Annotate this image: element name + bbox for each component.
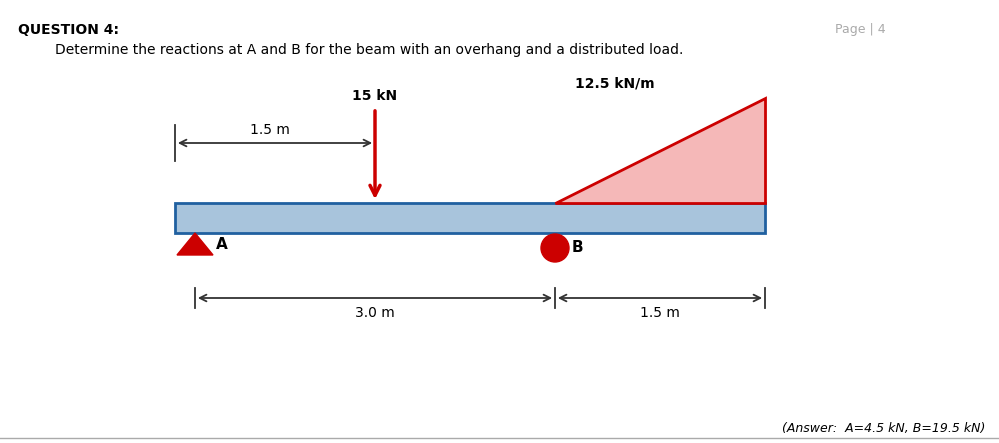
Polygon shape — [555, 98, 765, 203]
Text: QUESTION 4:: QUESTION 4: — [18, 23, 119, 37]
Text: (Answer:  A=4.5 kN, B=19.5 kN): (Answer: A=4.5 kN, B=19.5 kN) — [781, 422, 985, 435]
Ellipse shape — [541, 234, 569, 262]
Text: 12.5 kN/m: 12.5 kN/m — [575, 76, 654, 90]
Polygon shape — [177, 233, 213, 255]
Text: 1.5 m: 1.5 m — [250, 123, 290, 137]
Text: B: B — [572, 240, 583, 254]
Bar — [175, 203, 765, 233]
Text: Determine the reactions at A and B for the beam with an overhang and a distribut: Determine the reactions at A and B for t… — [55, 43, 683, 57]
Text: 15 kN: 15 kN — [353, 89, 398, 103]
Text: Page | 4: Page | 4 — [835, 23, 886, 36]
Text: 1.5 m: 1.5 m — [640, 306, 680, 320]
Text: 3.0 m: 3.0 m — [355, 306, 395, 320]
Text: A: A — [216, 237, 228, 252]
